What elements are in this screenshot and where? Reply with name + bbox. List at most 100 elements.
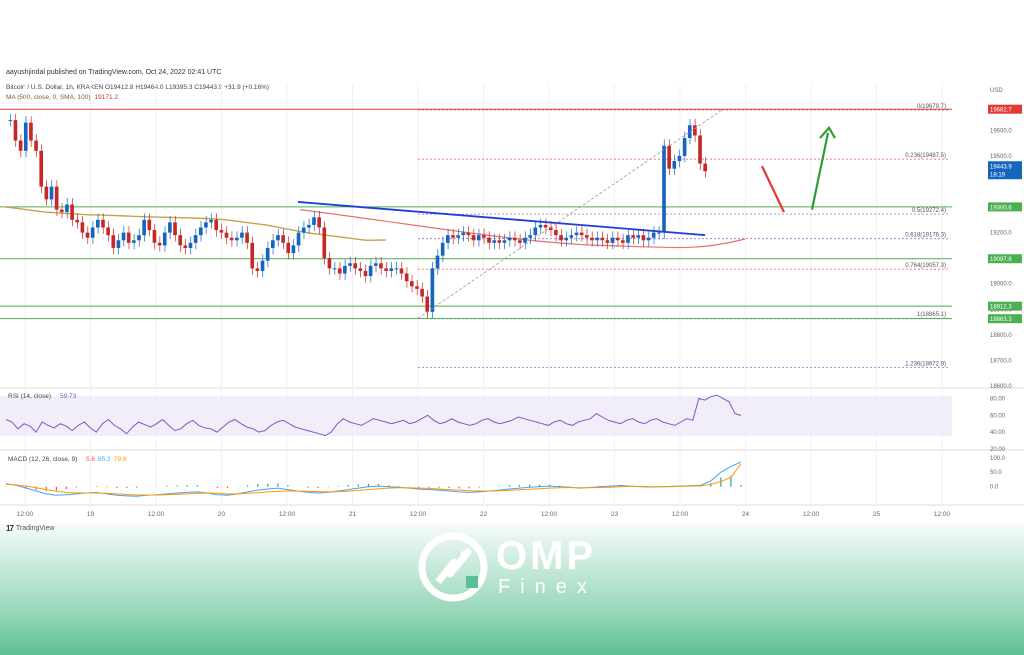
rsi-value: 59.73 (60, 393, 77, 400)
candle-body (667, 145, 671, 169)
candle-body (307, 224, 311, 228)
rsi-label: RSI (14, close) (8, 393, 51, 400)
y-tick-label: 18800.0 (990, 333, 1012, 339)
rsi-tick-label: 20.00 (990, 447, 1006, 453)
chart-panel (0, 64, 1024, 524)
price-badge (988, 161, 1022, 180)
ma-legend-value: 19171.2 (94, 94, 119, 101)
candle-body (65, 204, 69, 213)
candle-body (59, 209, 64, 213)
candle-body (276, 235, 280, 241)
candle-body (569, 235, 574, 238)
candle-body (291, 245, 296, 254)
candle-body (497, 240, 502, 243)
tradingview-mark-icon: 17 (6, 524, 14, 533)
candle-body (615, 237, 620, 241)
candle-body (554, 230, 558, 236)
macd-line (5, 461, 742, 497)
candle-body (312, 217, 316, 225)
candle-body (240, 232, 244, 238)
fib-level-label: 1.236(18672.9) (905, 361, 946, 367)
candle-body (662, 145, 666, 233)
rsi-tick-label: 60.00 (990, 413, 1006, 419)
candle-body (234, 237, 239, 241)
candle-body (595, 237, 599, 241)
bullish-arrow-head (819, 125, 836, 139)
candle-body (636, 235, 641, 238)
price-badge (988, 301, 1022, 311)
candle-body (373, 263, 378, 266)
candle-body (590, 237, 594, 241)
candle-body (677, 155, 682, 162)
fib-level-label: 0.236(19487.5) (905, 153, 946, 159)
candle-body (559, 235, 563, 241)
y-tick-label: 19500.0 (990, 154, 1012, 160)
candle-body (682, 138, 687, 156)
fib-level-label: 0(19679.7) (917, 104, 946, 110)
candle-body (672, 161, 677, 169)
candle-body (502, 240, 507, 243)
candle-body (90, 227, 95, 238)
candle-body (198, 227, 203, 236)
rsi-band (0, 396, 952, 436)
candle-body (255, 268, 260, 271)
candle-body (687, 125, 692, 139)
ma-legend-label: MA (500, close, 0, SMA, 100) (6, 94, 91, 101)
candle-body (96, 219, 100, 228)
candle-body (54, 186, 59, 210)
candle-body (693, 125, 697, 136)
candle-body (204, 222, 208, 228)
candle-body (147, 219, 152, 231)
candle-body (70, 204, 74, 220)
candle-body (8, 120, 13, 122)
candle-body (101, 219, 105, 228)
candle-body (80, 222, 85, 233)
candle-body (281, 235, 285, 243)
candle-body (317, 217, 321, 228)
x-tick-label: 12:00 (934, 511, 951, 518)
candle-body (224, 232, 229, 238)
macd-tick-label: 50.0 (990, 470, 1002, 476)
omp-finex-brand: OMP Finex (418, 532, 618, 602)
published-note: aayushjindal published on TradingView.co… (6, 69, 222, 76)
candle-body (111, 235, 116, 248)
candle-body (178, 235, 182, 246)
candle-body (85, 232, 90, 238)
price-badge-label: 19300.6 (990, 205, 1012, 211)
candle-body (384, 268, 388, 271)
candle-body (492, 240, 496, 243)
candle-body (271, 240, 275, 248)
candle-body (415, 286, 419, 289)
x-tick-label: 19 (87, 511, 95, 518)
candle-body (456, 235, 460, 238)
fib-level-label: 0.5(19272.4) (912, 208, 946, 214)
macd-value: 85.2 (98, 456, 111, 463)
candle-body (142, 219, 146, 236)
fib-level-label: 0.764(19057.3) (905, 263, 946, 269)
candle-body (193, 235, 198, 243)
candle-body (621, 240, 625, 243)
candle-body (605, 240, 610, 243)
candle-body (626, 235, 630, 243)
candle-body (543, 224, 548, 228)
price-badge (988, 104, 1022, 114)
candle-body (528, 235, 532, 238)
y-tick-label: 19000.0 (990, 282, 1012, 288)
candle-body (162, 232, 167, 246)
macd-hist-value: 5.6 (86, 456, 95, 463)
candle-body (430, 268, 435, 312)
candle-body (471, 235, 476, 241)
candle-body (327, 258, 332, 269)
candle-body (157, 242, 162, 246)
candle-body (116, 240, 121, 248)
candle-body (18, 140, 23, 151)
rsi-tick-label: 80.00 (990, 396, 1006, 402)
macd-label: MACD (12, 26, close, 9) (8, 456, 77, 463)
candle-body (34, 140, 38, 151)
candle-body (137, 235, 141, 241)
candle-body (389, 268, 394, 271)
candle-body (168, 222, 172, 233)
x-tick-label: 12:00 (148, 511, 165, 518)
macd-tick-label: 100.0 (990, 456, 1006, 462)
bitcoin-price-chart: 12:00 19 12:00 20 12:00 21 12:00 22 12:00 23 12:00… (0, 84, 1024, 518)
